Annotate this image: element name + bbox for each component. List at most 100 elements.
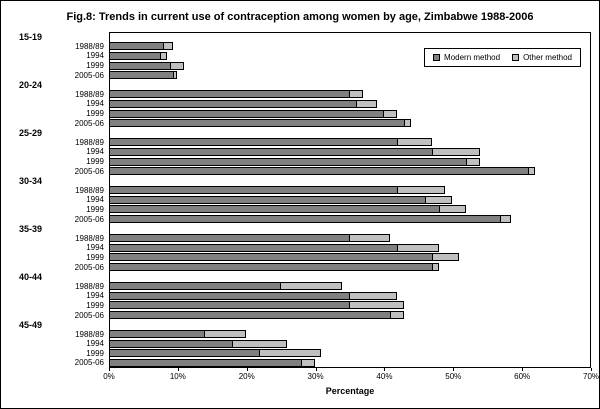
other-method-segment (231, 339, 288, 348)
bar-row: 1994 (9, 195, 591, 205)
stacked-bar (109, 90, 591, 99)
bar-track (109, 243, 591, 253)
modern-method-segment (109, 119, 406, 128)
bar-row: 1988/89 (9, 233, 591, 243)
other-method-segment (438, 205, 467, 214)
bar-track (109, 262, 591, 272)
bar-row: 1999 (9, 301, 591, 311)
year-label: 1988/89 (75, 137, 104, 147)
modern-method-segment (109, 99, 357, 108)
modern-method-segment (109, 61, 171, 70)
x-axis: 0% 10% 20% 30% 40% 50% 60% 70% (9, 371, 599, 383)
bar-track (109, 61, 591, 71)
bar-row: 2005-06 (9, 70, 591, 80)
stacked-bar (109, 186, 591, 195)
bar-row: 1999 (9, 349, 591, 359)
x-axis-tickmark (384, 367, 386, 371)
x-axis-tick-label: 20% (238, 371, 255, 381)
modern-method-segment (109, 234, 350, 243)
x-axis-tick-label: 0% (103, 371, 115, 381)
x-axis-tickmark (453, 367, 455, 371)
legend-item-other-method: Other method (512, 53, 572, 62)
empty-track (109, 320, 591, 330)
bar-track (109, 186, 591, 196)
bar-track (109, 339, 591, 349)
year-label: 1999 (86, 204, 104, 214)
x-axis-tick-label: 50% (445, 371, 462, 381)
other-method-segment (466, 157, 480, 166)
modern-method-segment (109, 291, 350, 300)
modern-method-segment (109, 195, 426, 204)
modern-method-segment (109, 90, 350, 99)
modern-method-segment (109, 263, 433, 272)
stacked-bar (109, 99, 591, 108)
empty-track (109, 80, 591, 90)
bar-track (109, 109, 591, 119)
age-group-row: 30-34 (9, 176, 591, 186)
year-label: 1999 (86, 252, 104, 262)
bar-track (109, 349, 591, 359)
x-axis-tickmark (591, 367, 592, 371)
year-label: 1994 (86, 99, 104, 109)
plot-area: Modern method Other method 15-19 1988/89 1… (9, 32, 591, 368)
year-label: 2005-06 (74, 310, 104, 320)
modern-method-segment (109, 42, 165, 51)
age-group-label: 15-19 (19, 31, 43, 42)
other-method-segment (431, 253, 460, 262)
bar-row: 1999 (9, 253, 591, 263)
stacked-bar (109, 138, 591, 147)
year-label: 1994 (86, 243, 104, 253)
year-label: 1999 (86, 300, 104, 310)
year-label: 1988/89 (75, 185, 104, 195)
other-method-segment (349, 301, 405, 310)
bar-row: 1988/89 (9, 138, 591, 148)
bar-row: 2005-06 (9, 358, 591, 368)
bar-row: 1994 (9, 291, 591, 301)
other-method-segment (528, 167, 535, 176)
modern-method-segment (109, 215, 502, 224)
year-label: 1994 (86, 195, 104, 205)
stacked-bar (109, 61, 591, 70)
stacked-bar (109, 253, 591, 262)
bar-row: 2005-06 (9, 310, 591, 320)
year-label: 2005-06 (74, 262, 104, 272)
year-label: 2005-06 (74, 166, 104, 176)
age-group-row: 35-39 (9, 224, 591, 234)
modern-method-segment (109, 253, 433, 262)
other-method-segment (349, 90, 363, 99)
bar-row: 1988/89 (9, 186, 591, 196)
age-group-row: 15-19 (9, 32, 591, 42)
modern-method-segment (109, 311, 392, 320)
stacked-bar (109, 349, 591, 358)
other-method-segment (173, 71, 177, 80)
year-label: 1988/89 (75, 233, 104, 243)
other-method-segment (300, 358, 315, 367)
other-method-segment (397, 243, 439, 252)
stacked-bar (109, 301, 591, 310)
modern-method-segment (109, 157, 468, 166)
year-label: 1988/89 (75, 329, 104, 339)
bar-row: 2005-06 (9, 262, 591, 272)
stacked-bar (109, 215, 591, 224)
age-group-row: 40-44 (9, 272, 591, 282)
empty-track (109, 32, 591, 42)
x-axis-tick-label: 60% (514, 371, 531, 381)
age-group-label: 45-49 (19, 319, 43, 330)
other-method-segment (383, 109, 398, 118)
stacked-bar (109, 311, 591, 320)
bar-row: 1994 (9, 147, 591, 157)
other-method-segment (500, 215, 511, 224)
modern-method-swatch (433, 54, 441, 61)
bar-track (109, 70, 591, 80)
bar-track (109, 310, 591, 320)
bar-track (109, 301, 591, 311)
other-method-segment (169, 61, 184, 70)
x-axis-tick-label: 30% (307, 371, 324, 381)
legend-label-other-method: Other method (523, 53, 572, 62)
modern-method-segment (109, 243, 399, 252)
x-axis-tickmarks (9, 367, 592, 371)
bar-track (109, 138, 591, 148)
other-method-segment (424, 195, 453, 204)
stacked-bar (109, 330, 591, 339)
other-method-segment (404, 119, 411, 128)
